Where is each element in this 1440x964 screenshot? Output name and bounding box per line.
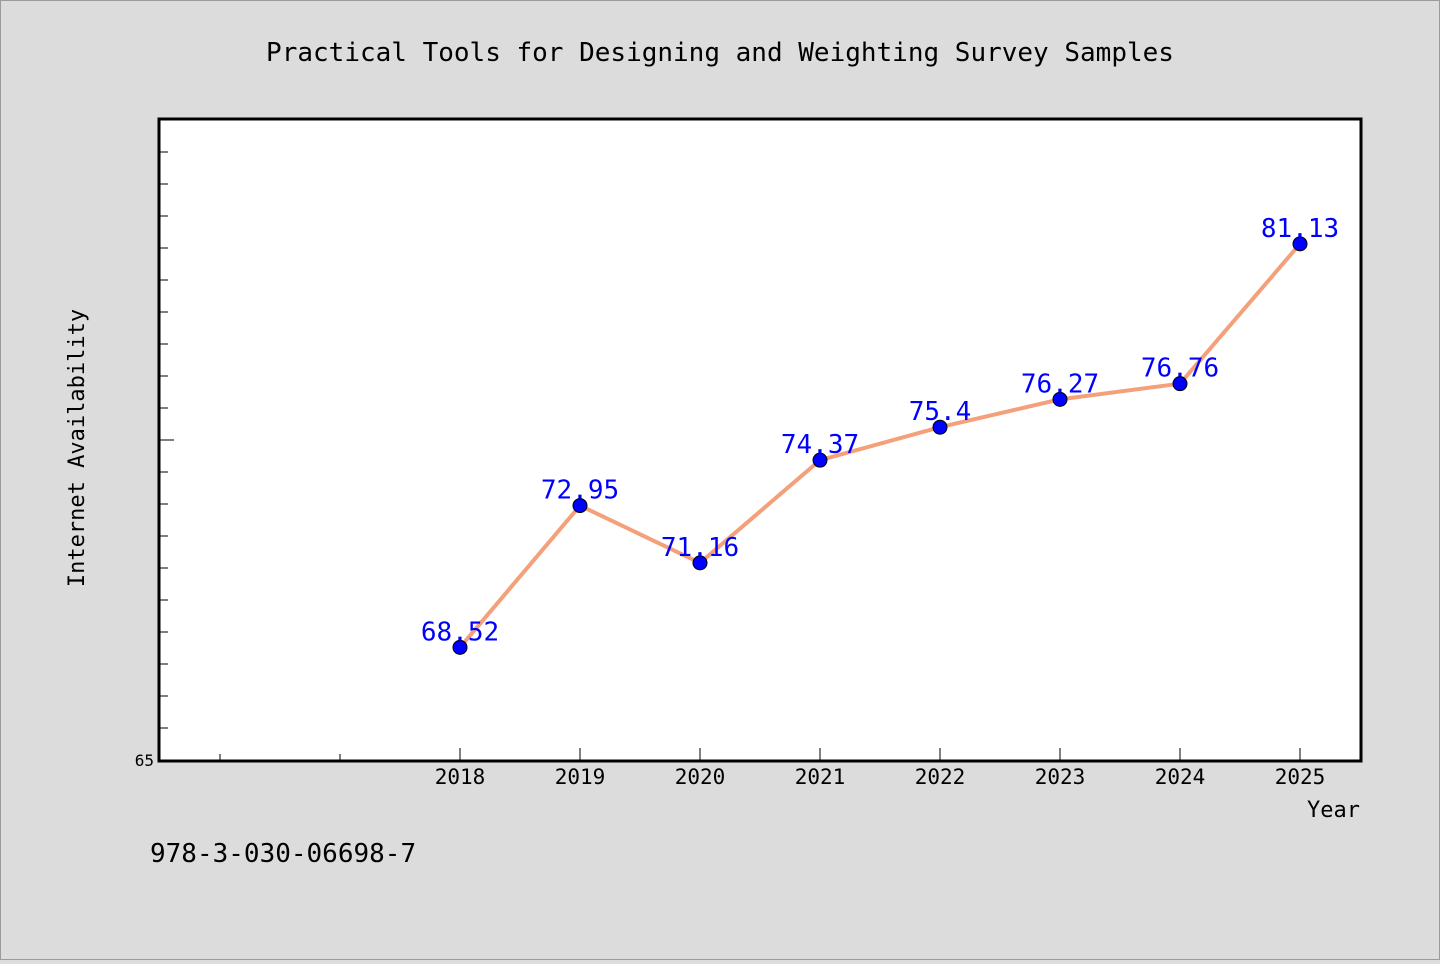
y-axis-ticks <box>160 151 174 729</box>
data-points <box>452 236 1308 655</box>
data-label: 75.4 <box>909 397 972 427</box>
data-label: 72.95 <box>541 476 619 506</box>
x-tick-label: 2020 <box>675 765 726 789</box>
data-point <box>452 639 468 655</box>
data-label: 81.13 <box>1261 214 1339 244</box>
y-tick-labels: 65 <box>135 751 154 770</box>
data-point <box>1172 376 1188 392</box>
x-tick-label: 2018 <box>435 765 486 789</box>
data-labels: 68.52 72.95 71.16 74.37 75.4 76.27 76.76 81.13 <box>421 214 1339 648</box>
isbn-text: 978-3-030-06698-7 <box>150 839 416 869</box>
data-point <box>692 555 708 571</box>
data-label: 74.37 <box>781 430 859 460</box>
x-tick-label: 2022 <box>915 765 966 789</box>
x-tick-labels: 2018 2019 2020 2021 2022 2023 2024 2025 <box>435 765 1326 789</box>
data-point <box>572 498 588 514</box>
x-axis-ticks <box>219 748 1301 760</box>
x-axis-label: Year <box>1307 798 1360 823</box>
data-label: 76.27 <box>1021 369 1099 399</box>
y-tick-label: 65 <box>135 751 154 770</box>
data-label: 76.76 <box>1141 354 1219 384</box>
x-tick-label: 2021 <box>795 765 846 789</box>
data-point <box>1052 391 1068 407</box>
data-point <box>1292 236 1308 252</box>
x-tick-label: 2023 <box>1035 765 1086 789</box>
data-label: 71.16 <box>661 533 739 563</box>
series-line-group <box>458 241 1302 650</box>
plot-area <box>157 117 1363 763</box>
data-point <box>932 419 948 435</box>
chart-title: Practical Tools for Designing and Weight… <box>266 38 1174 68</box>
x-tick-label: 2025 <box>1275 765 1326 789</box>
series-line <box>458 241 1302 650</box>
data-label: 68.52 <box>421 617 499 647</box>
data-point <box>812 452 828 468</box>
y-axis-label: Internet Availability <box>65 309 90 587</box>
x-tick-label: 2019 <box>555 765 606 789</box>
x-tick-label: 2024 <box>1155 765 1206 789</box>
